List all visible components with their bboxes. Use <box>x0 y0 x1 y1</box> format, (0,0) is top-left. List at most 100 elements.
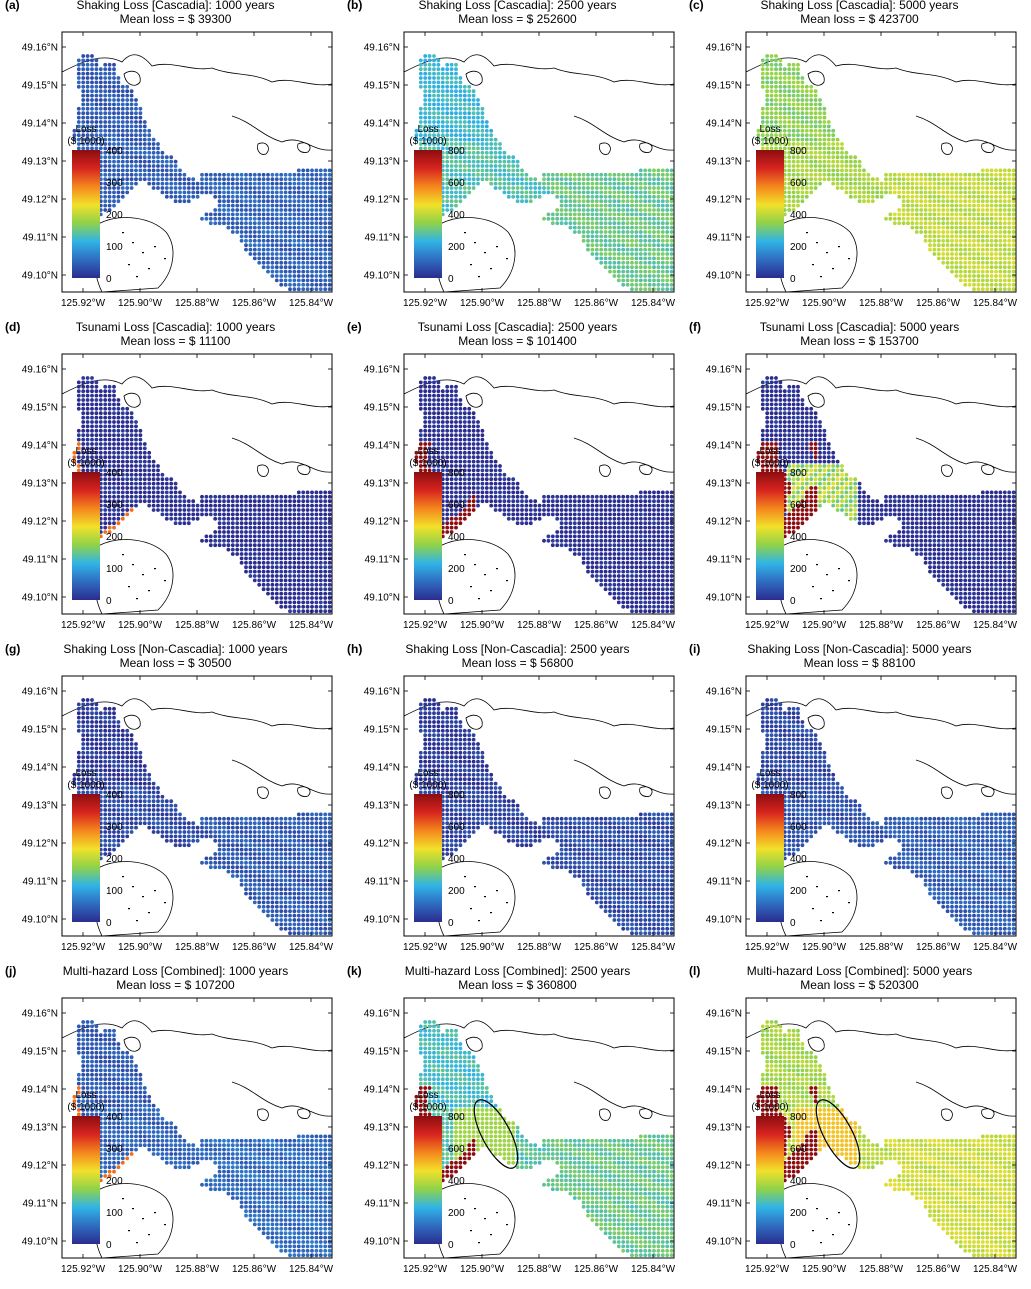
colorbar-tick-label: 400 <box>106 468 123 479</box>
loss-dot <box>120 159 125 164</box>
loss-dot <box>989 287 994 292</box>
loss-dot <box>835 137 840 142</box>
loss-dot <box>476 150 480 155</box>
loss-dot <box>998 203 1003 208</box>
loss-dot <box>301 243 306 248</box>
loss-dot <box>449 393 454 398</box>
loss-dot <box>423 142 428 146</box>
loss-dot <box>116 402 121 407</box>
loss-dot <box>195 503 200 508</box>
loss-dot <box>107 111 112 116</box>
loss-dot <box>120 142 125 146</box>
loss-dot <box>555 186 560 190</box>
loss-dot <box>458 159 463 164</box>
loss-dot <box>178 508 182 512</box>
loss-dot <box>621 230 626 234</box>
loss-dot <box>292 247 297 252</box>
loss-dot <box>169 494 174 499</box>
loss-dot <box>120 120 125 124</box>
loss-dot <box>252 208 257 212</box>
loss-dot <box>586 221 590 226</box>
loss-dot <box>669 186 674 190</box>
latitude-tick-label: 49.10°N <box>22 271 58 282</box>
loss-dot <box>1002 252 1007 256</box>
loss-dot <box>226 538 231 543</box>
loss-dot <box>555 172 560 177</box>
loss-dot <box>305 587 310 592</box>
loss-dot <box>151 155 156 160</box>
loss-dot <box>941 230 946 234</box>
loss-dot <box>616 208 621 212</box>
loss-dot <box>120 106 125 111</box>
loss-dot <box>134 128 138 133</box>
loss-dot <box>989 225 994 230</box>
loss-dot <box>81 137 86 142</box>
colorbar-units: ($ 1000) <box>67 458 104 469</box>
loss-dot <box>318 499 323 504</box>
loss-dot <box>892 186 897 190</box>
loss-dot <box>261 543 266 548</box>
loss-dot <box>879 181 884 186</box>
loss-dot <box>423 80 428 85</box>
loss-dot <box>239 543 244 548</box>
loss-dot <box>901 208 906 212</box>
loss-dot <box>191 190 196 195</box>
loss-dot <box>564 177 568 182</box>
loss-dot <box>1002 168 1007 173</box>
loss-dot <box>305 212 310 217</box>
loss-dot <box>928 247 932 252</box>
loss-dot <box>656 168 661 173</box>
loss-dot <box>230 225 235 230</box>
loss-dot <box>945 230 950 234</box>
loss-dot <box>449 159 454 164</box>
loss-dot <box>963 234 968 239</box>
loss-dot <box>310 260 314 265</box>
loss-dot <box>310 516 314 521</box>
loss-dot <box>822 115 827 120</box>
loss-dot <box>301 543 306 548</box>
loss-dot <box>976 256 981 261</box>
loss-dot <box>454 89 458 94</box>
loss-dot <box>173 181 178 186</box>
loss-dot <box>954 181 959 186</box>
loss-dot <box>800 89 805 94</box>
loss-dot <box>796 111 800 116</box>
loss-dot <box>1011 265 1016 270</box>
loss-dot <box>612 186 617 190</box>
loss-dot <box>638 177 643 182</box>
loss-dot <box>818 155 822 160</box>
loss-dot <box>884 216 888 221</box>
loss-dot <box>125 433 130 438</box>
loss-dot <box>809 111 814 116</box>
loss-dot <box>923 186 928 190</box>
rock-speck <box>122 232 124 234</box>
loss-dot <box>462 146 467 151</box>
loss-dot <box>164 186 169 190</box>
loss-dot <box>436 84 441 89</box>
loss-dot <box>186 508 191 512</box>
loss-dot <box>822 172 827 177</box>
longitude-tick-label: 125.90°W <box>460 298 505 309</box>
loss-dot <box>230 543 235 548</box>
loss-dot <box>941 190 946 195</box>
loss-dot <box>467 150 472 155</box>
loss-dot <box>445 80 450 85</box>
loss-dot <box>647 216 652 221</box>
loss-dot <box>142 446 147 451</box>
coastline <box>573 115 674 151</box>
loss-dot <box>958 269 963 274</box>
loss-dot <box>85 133 90 138</box>
coastline <box>404 376 674 408</box>
loss-dot <box>568 216 573 221</box>
loss-dot <box>853 190 858 195</box>
loss-dot <box>634 287 639 292</box>
loss-dot <box>568 194 573 199</box>
map-svg: 49.16°N49.15°N49.14°N49.13°N49.12°N49.11… <box>22 353 334 631</box>
loss-dot <box>248 538 253 543</box>
loss-dot <box>520 194 524 199</box>
loss-dot <box>248 547 253 552</box>
loss-dot <box>809 102 814 107</box>
loss-dot <box>436 98 441 102</box>
loss-dot <box>248 560 253 565</box>
loss-dot <box>116 98 121 102</box>
